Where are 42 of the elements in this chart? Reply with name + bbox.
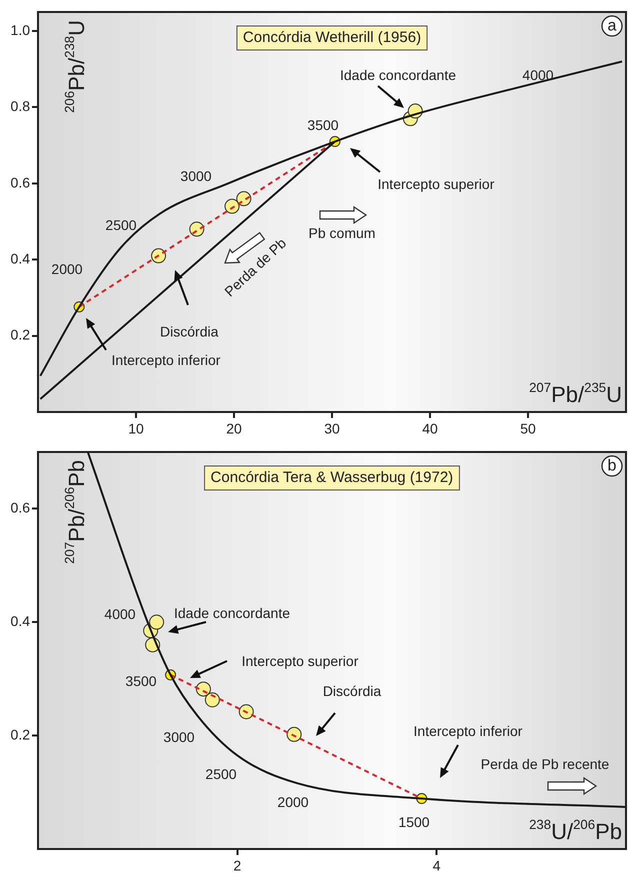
annotation: 3000	[180, 168, 212, 184]
annotation: 1500	[398, 814, 430, 830]
x-tick-label: 2	[233, 857, 242, 873]
annotation: 3500	[307, 116, 339, 133]
annotation: 2500	[105, 216, 137, 233]
annotation: Intercepto inferior	[112, 352, 221, 368]
annotation: Intercepto superior	[242, 652, 359, 669]
annotation: a	[608, 17, 617, 34]
x-tick-label: 50	[520, 420, 536, 436]
annotation: Intercepto superior	[378, 176, 495, 192]
y-tick-label: 0.2	[10, 326, 30, 343]
annotation: Idade concordante	[340, 66, 456, 83]
x-tick-label: 4	[432, 857, 441, 873]
annotation: 2000	[51, 260, 83, 277]
annotation: Intercepto inferior	[414, 722, 523, 739]
x-tick-label: 20	[226, 420, 242, 436]
annotation: Pb comum	[308, 224, 376, 241]
annotation: 3500	[125, 672, 157, 689]
annotation: 2000	[277, 794, 309, 810]
annotation: Discórdia	[322, 682, 382, 699]
y-tick-label: 0.4	[10, 613, 30, 629]
annotation: b	[608, 457, 617, 474]
y-axis-title: 207Pb/206Pb	[62, 460, 90, 564]
annotation: 3000	[163, 728, 195, 745]
y-tick-label: 0.8	[10, 98, 30, 114]
annotation: Idade concordante	[174, 604, 290, 621]
y-tick-label: 0.2	[10, 726, 30, 742]
annotation: 4000	[522, 66, 554, 83]
y-axis-title: 206Pb/238U	[62, 20, 90, 113]
y-tick-label: 0.6	[10, 500, 30, 516]
x-tick-label: 40	[422, 420, 438, 436]
annotation: 2500	[205, 766, 237, 782]
y-tick-label: 0.6	[10, 174, 30, 190]
x-tick-label: 10	[128, 420, 144, 436]
y-tick-label: 1.0	[10, 22, 30, 38]
text: Concórdia Wetherill (1956)	[242, 29, 422, 46]
annotation: Discórdia	[160, 323, 219, 340]
text: Concórdia Tera & Wasserbug (1972)	[210, 469, 454, 486]
annotation: Perda de Pb recente	[480, 756, 610, 772]
x-tick-label: 30	[324, 420, 340, 436]
annotation: 4000	[104, 606, 136, 622]
y-tick-label: 0.4	[10, 250, 30, 266]
